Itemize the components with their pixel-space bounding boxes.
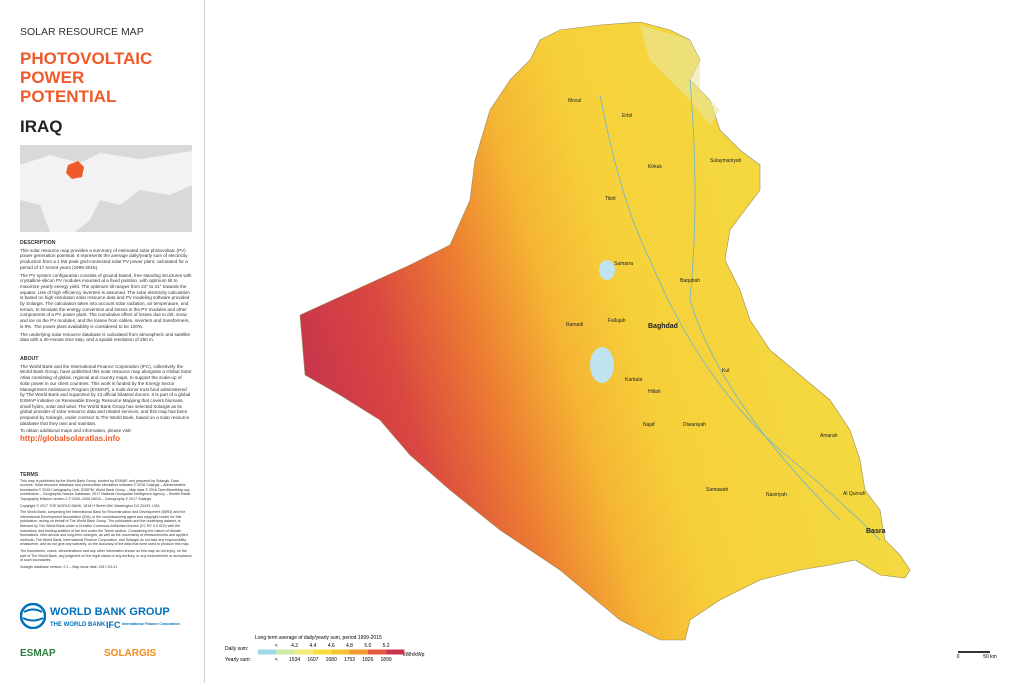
- legend-yearly-value: 1753: [344, 657, 355, 663]
- paragraph: The PV system configuration consists of …: [20, 272, 192, 329]
- paragraph: This solar resource map provides a summa…: [20, 247, 188, 270]
- paragraph: Copyright © 2017 THE WORLD BANK, 1818 H …: [20, 503, 160, 508]
- country-shape: [299, 21, 911, 641]
- paragraph: The boundaries, colors, denominations an…: [20, 548, 192, 563]
- heading: TERMS: [20, 472, 39, 478]
- legend-swatch: [367, 649, 387, 655]
- cities: Mosul Erbil Kirkuk Sulaymaniyah Tikrit S…: [566, 98, 886, 535]
- paragraph: This map is published by the World Bank …: [20, 478, 191, 501]
- legend-unit: kWh/kWp: [403, 652, 425, 658]
- legend-swatch: [349, 649, 368, 655]
- logo: International Finance Corporation: [122, 622, 180, 626]
- city-label: Fallujah: [608, 318, 626, 324]
- heading: DESCRIPTION: [20, 240, 56, 246]
- title-line: PHOTOVOLTAIC: [20, 49, 153, 68]
- city-label: Najaf: [643, 422, 655, 428]
- sidebar: SOLAR RESOURCE MAP PHOTOVOLTAIC POWER PO…: [0, 0, 205, 683]
- city-label: Erbil: [622, 113, 632, 119]
- legend-swatch: [276, 649, 295, 655]
- paragraph: The World Bank, comprising the Internati…: [20, 510, 190, 547]
- city-label: Kut: [722, 368, 730, 374]
- legend-daily-value: 5.0: [364, 643, 371, 649]
- city-label: Samawah: [706, 487, 728, 493]
- lake: [590, 347, 614, 383]
- description: DESCRIPTION This solar resource map prov…: [20, 240, 192, 345]
- locator-map: [20, 145, 192, 232]
- paragraph: The underlying solar resource database i…: [20, 331, 191, 343]
- legend-title: Long term average of daily/yearly sum, p…: [255, 635, 382, 641]
- city-label: Baghdad: [648, 323, 678, 330]
- legend-yearly-value: 1534: [289, 657, 300, 663]
- logo: THE WORLD BANK: [50, 622, 106, 628]
- city-label: Samarra: [614, 261, 633, 267]
- link[interactable]: http://globalsolaratlas.info: [20, 434, 121, 444]
- legend: Long term average of daily/yearly sum, p…: [225, 635, 425, 663]
- terms: TERMS This map is published by the World…: [20, 473, 192, 571]
- legend-daily-value: 4.8: [346, 643, 353, 649]
- legend-row-label: Daily sum:: [225, 646, 248, 652]
- about: ABOUT The World Bank and the Internation…: [20, 356, 192, 444]
- logo: IFC: [106, 620, 121, 630]
- city-label: Hillah: [648, 389, 661, 395]
- legend-swatch: [294, 649, 313, 655]
- city-label: Mosul: [568, 98, 581, 104]
- heading: ABOUT: [20, 356, 39, 362]
- logo: WORLD BANK GROUP: [50, 606, 170, 618]
- legend-swatch: [386, 649, 405, 655]
- logo: ESMAP: [20, 648, 56, 659]
- city-label: Diwaniyah: [683, 422, 706, 428]
- kicker: SOLAR RESOURCE MAP: [20, 26, 144, 38]
- city-label: Kirkuk: [648, 164, 662, 170]
- legend-yearly-value: 1899: [381, 657, 392, 663]
- legend-swatch: [258, 649, 277, 655]
- legend-yearly-value: 1826: [362, 657, 373, 663]
- title-line: POWER: [20, 68, 85, 87]
- paragraph: Solargis database version: 2.1 – Map iss…: [20, 564, 118, 569]
- city-label: Amarah: [820, 433, 838, 439]
- city-label: Al Qurnah: [843, 491, 866, 497]
- city-label: Baqubah: [680, 278, 700, 284]
- city-label: Nasiriyah: [766, 492, 787, 498]
- legend-daily-value: <: [275, 643, 278, 649]
- scale-label: 50 km: [983, 654, 997, 660]
- wbg-emblem: [20, 603, 46, 629]
- paragraph: The World Bank and the International Fin…: [20, 363, 192, 426]
- lake: [599, 260, 615, 280]
- legend-daily-value: 4.2: [291, 643, 298, 649]
- city-label: Karbala: [625, 377, 642, 383]
- legend-yearly-value: 1680: [326, 657, 337, 663]
- country: IRAQ: [20, 117, 63, 136]
- legend-yearly-value: <: [275, 657, 278, 663]
- city-label: Basra: [866, 528, 886, 535]
- mountains: [640, 25, 720, 125]
- legend-yearly-value: 1607: [307, 657, 318, 663]
- paragraph: To obtain additional maps and informatio…: [20, 428, 132, 434]
- legend-daily-value: 4.6: [328, 643, 335, 649]
- city-label: Tikrit: [605, 196, 616, 202]
- legend-row-label: Yearly sum:: [225, 657, 251, 663]
- river: [689, 79, 841, 521]
- legend-daily-value: 4.4: [309, 643, 316, 649]
- scale-bar: 0 50 km: [957, 651, 997, 660]
- map: Mosul Erbil Kirkuk Sulaymaniyah Tikrit S…: [225, 21, 997, 663]
- scale-label: 0: [957, 654, 960, 660]
- legend-swatch: [312, 649, 332, 655]
- city-label: Ramadi: [566, 322, 583, 328]
- title-line: POTENTIAL: [20, 87, 117, 106]
- logo: SOLARGIS: [104, 648, 157, 659]
- title: PHOTOVOLTAIC POWER POTENTIAL: [20, 49, 152, 106]
- city-label: Sulaymaniyah: [710, 158, 742, 164]
- legend-daily-value: 5.2: [383, 643, 390, 649]
- river: [599, 94, 881, 541]
- legend-swatch: [331, 649, 350, 655]
